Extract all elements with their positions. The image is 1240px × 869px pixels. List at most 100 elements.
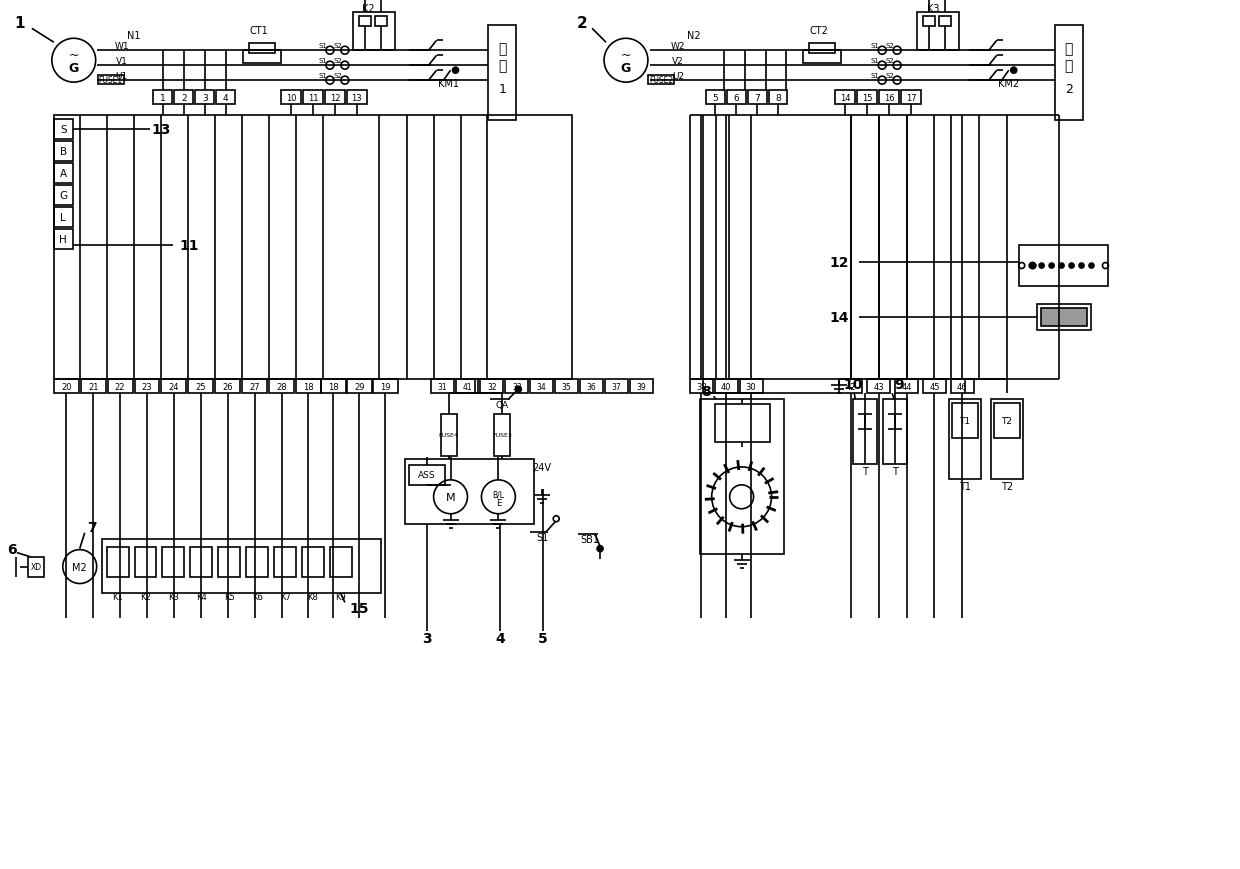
Bar — [556, 380, 578, 394]
Bar — [303, 91, 322, 105]
Text: U2: U2 — [672, 71, 684, 81]
Text: 22: 22 — [115, 382, 125, 391]
Text: 载: 载 — [498, 59, 507, 73]
Text: E: E — [496, 499, 501, 507]
Text: 8: 8 — [775, 94, 781, 103]
Text: K8: K8 — [308, 593, 319, 601]
Bar — [951, 380, 973, 394]
Text: T1: T1 — [959, 481, 971, 491]
Bar — [853, 400, 877, 464]
Text: 5: 5 — [538, 632, 548, 646]
Text: S2: S2 — [885, 73, 894, 79]
Text: 15: 15 — [862, 94, 873, 103]
Circle shape — [1029, 264, 1034, 269]
Text: 7: 7 — [754, 94, 760, 103]
Text: 16: 16 — [884, 94, 894, 103]
Bar — [216, 91, 236, 105]
Text: L: L — [61, 212, 66, 222]
Text: 12: 12 — [830, 255, 849, 269]
Bar — [991, 400, 1023, 480]
Bar — [81, 380, 105, 394]
Bar — [580, 380, 603, 394]
Bar — [506, 380, 528, 394]
Circle shape — [1079, 264, 1084, 269]
Bar — [689, 380, 713, 394]
Text: 负: 负 — [1064, 43, 1073, 56]
Bar — [53, 229, 73, 249]
Bar — [867, 380, 890, 394]
Bar — [727, 91, 745, 105]
Circle shape — [1049, 264, 1054, 269]
Text: 5: 5 — [712, 94, 718, 103]
Bar — [836, 91, 856, 105]
Text: U1: U1 — [115, 71, 128, 81]
Text: 19: 19 — [379, 382, 391, 391]
Text: S1: S1 — [870, 73, 879, 79]
Circle shape — [1011, 68, 1017, 74]
Bar — [325, 91, 345, 105]
Bar — [923, 17, 935, 27]
Bar — [949, 400, 981, 480]
Text: K5: K5 — [224, 593, 234, 601]
Text: 3: 3 — [202, 94, 208, 103]
Bar — [1054, 26, 1083, 121]
Text: CT2: CT2 — [810, 26, 828, 36]
Circle shape — [1039, 264, 1044, 269]
Bar — [630, 380, 653, 394]
Bar — [430, 380, 454, 394]
Text: 38: 38 — [696, 382, 707, 391]
Text: K2: K2 — [140, 593, 151, 601]
Text: G: G — [621, 62, 631, 75]
Text: S1: S1 — [870, 58, 879, 64]
Text: 18: 18 — [304, 382, 314, 391]
Bar — [347, 91, 367, 105]
Text: FUSE3: FUSE3 — [492, 433, 512, 438]
Bar — [249, 44, 275, 54]
Text: S: S — [60, 125, 67, 135]
Text: V2: V2 — [672, 56, 683, 66]
Text: SB1: SB1 — [580, 534, 600, 544]
Text: 30: 30 — [745, 382, 756, 391]
Bar — [739, 380, 763, 394]
Text: 8: 8 — [701, 385, 711, 399]
Bar — [649, 76, 673, 85]
Text: 27: 27 — [249, 382, 260, 391]
Bar — [993, 403, 1019, 439]
Bar — [879, 91, 899, 105]
Circle shape — [1059, 264, 1064, 269]
Text: 34: 34 — [537, 382, 547, 391]
Bar — [714, 380, 738, 394]
Bar — [374, 17, 387, 27]
Bar — [53, 163, 73, 183]
Bar — [188, 380, 213, 394]
Text: S1: S1 — [319, 58, 327, 64]
Circle shape — [1089, 264, 1094, 269]
Bar — [1019, 245, 1109, 287]
Text: 11: 11 — [308, 94, 319, 103]
Bar — [218, 547, 241, 577]
Text: N1: N1 — [126, 31, 140, 41]
Text: 1: 1 — [15, 16, 25, 30]
Bar — [247, 547, 268, 577]
Bar — [281, 91, 301, 105]
Text: K7: K7 — [280, 593, 290, 601]
Text: A: A — [60, 169, 67, 179]
Text: QA: QA — [496, 400, 508, 409]
Text: H: H — [60, 235, 67, 244]
Bar — [495, 415, 511, 456]
Bar — [175, 91, 193, 105]
Bar — [531, 380, 553, 394]
Bar — [242, 380, 267, 394]
Bar — [480, 380, 503, 394]
Text: S2: S2 — [885, 58, 894, 64]
Text: 46: 46 — [957, 382, 967, 391]
Bar — [162, 547, 185, 577]
Bar — [216, 380, 241, 394]
Text: K3: K3 — [167, 593, 179, 601]
Text: 35: 35 — [562, 382, 572, 391]
Bar — [347, 380, 372, 394]
Text: 1: 1 — [498, 83, 506, 96]
Text: 7: 7 — [87, 521, 97, 534]
Text: 15: 15 — [350, 601, 368, 616]
Text: 3: 3 — [422, 632, 432, 646]
